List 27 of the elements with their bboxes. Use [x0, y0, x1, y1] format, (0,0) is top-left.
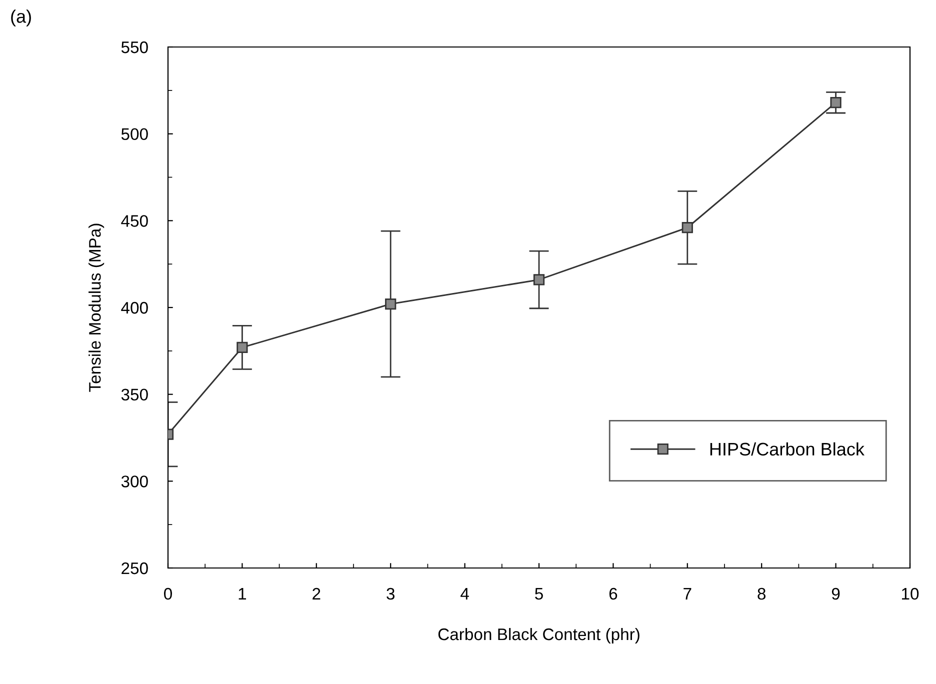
point	[533, 274, 545, 286]
x-tick-label: 9	[832, 588, 840, 600]
text: (a)	[11, 10, 31, 26]
y-tick-label: 350	[121, 388, 148, 401]
x-tick-label: 3	[386, 588, 394, 600]
x-tick-label: 0	[164, 588, 172, 600]
x-tick-label: 2	[312, 588, 320, 600]
point	[682, 222, 693, 234]
y-tick-label: 550	[121, 41, 148, 54]
point	[830, 97, 842, 108]
y-tick-label: 400	[121, 302, 148, 314]
x-tick-label: 4	[460, 588, 469, 600]
x-tick-label: 1	[238, 588, 246, 600]
x-tick-label: 10	[902, 588, 919, 600]
point	[385, 298, 396, 310]
x-tick-label: 5	[535, 588, 543, 600]
y-tick-label: 250	[122, 562, 148, 574]
point	[236, 342, 248, 353]
y-tick-label: 500	[121, 128, 148, 140]
x-tick-label: 7	[684, 588, 692, 600]
y-axis-title: Tensile Modulus (MPa)	[88, 224, 104, 392]
x-tick-label: 6	[609, 588, 618, 600]
y-tick-label: 450	[121, 215, 148, 227]
x-tick-label: 8	[758, 588, 766, 600]
x-axis-title: Carbon Black Content (phr)	[438, 628, 640, 644]
legend-label: HIPS/Carbon Black	[710, 442, 864, 456]
y-tick-label: 300	[121, 476, 148, 488]
